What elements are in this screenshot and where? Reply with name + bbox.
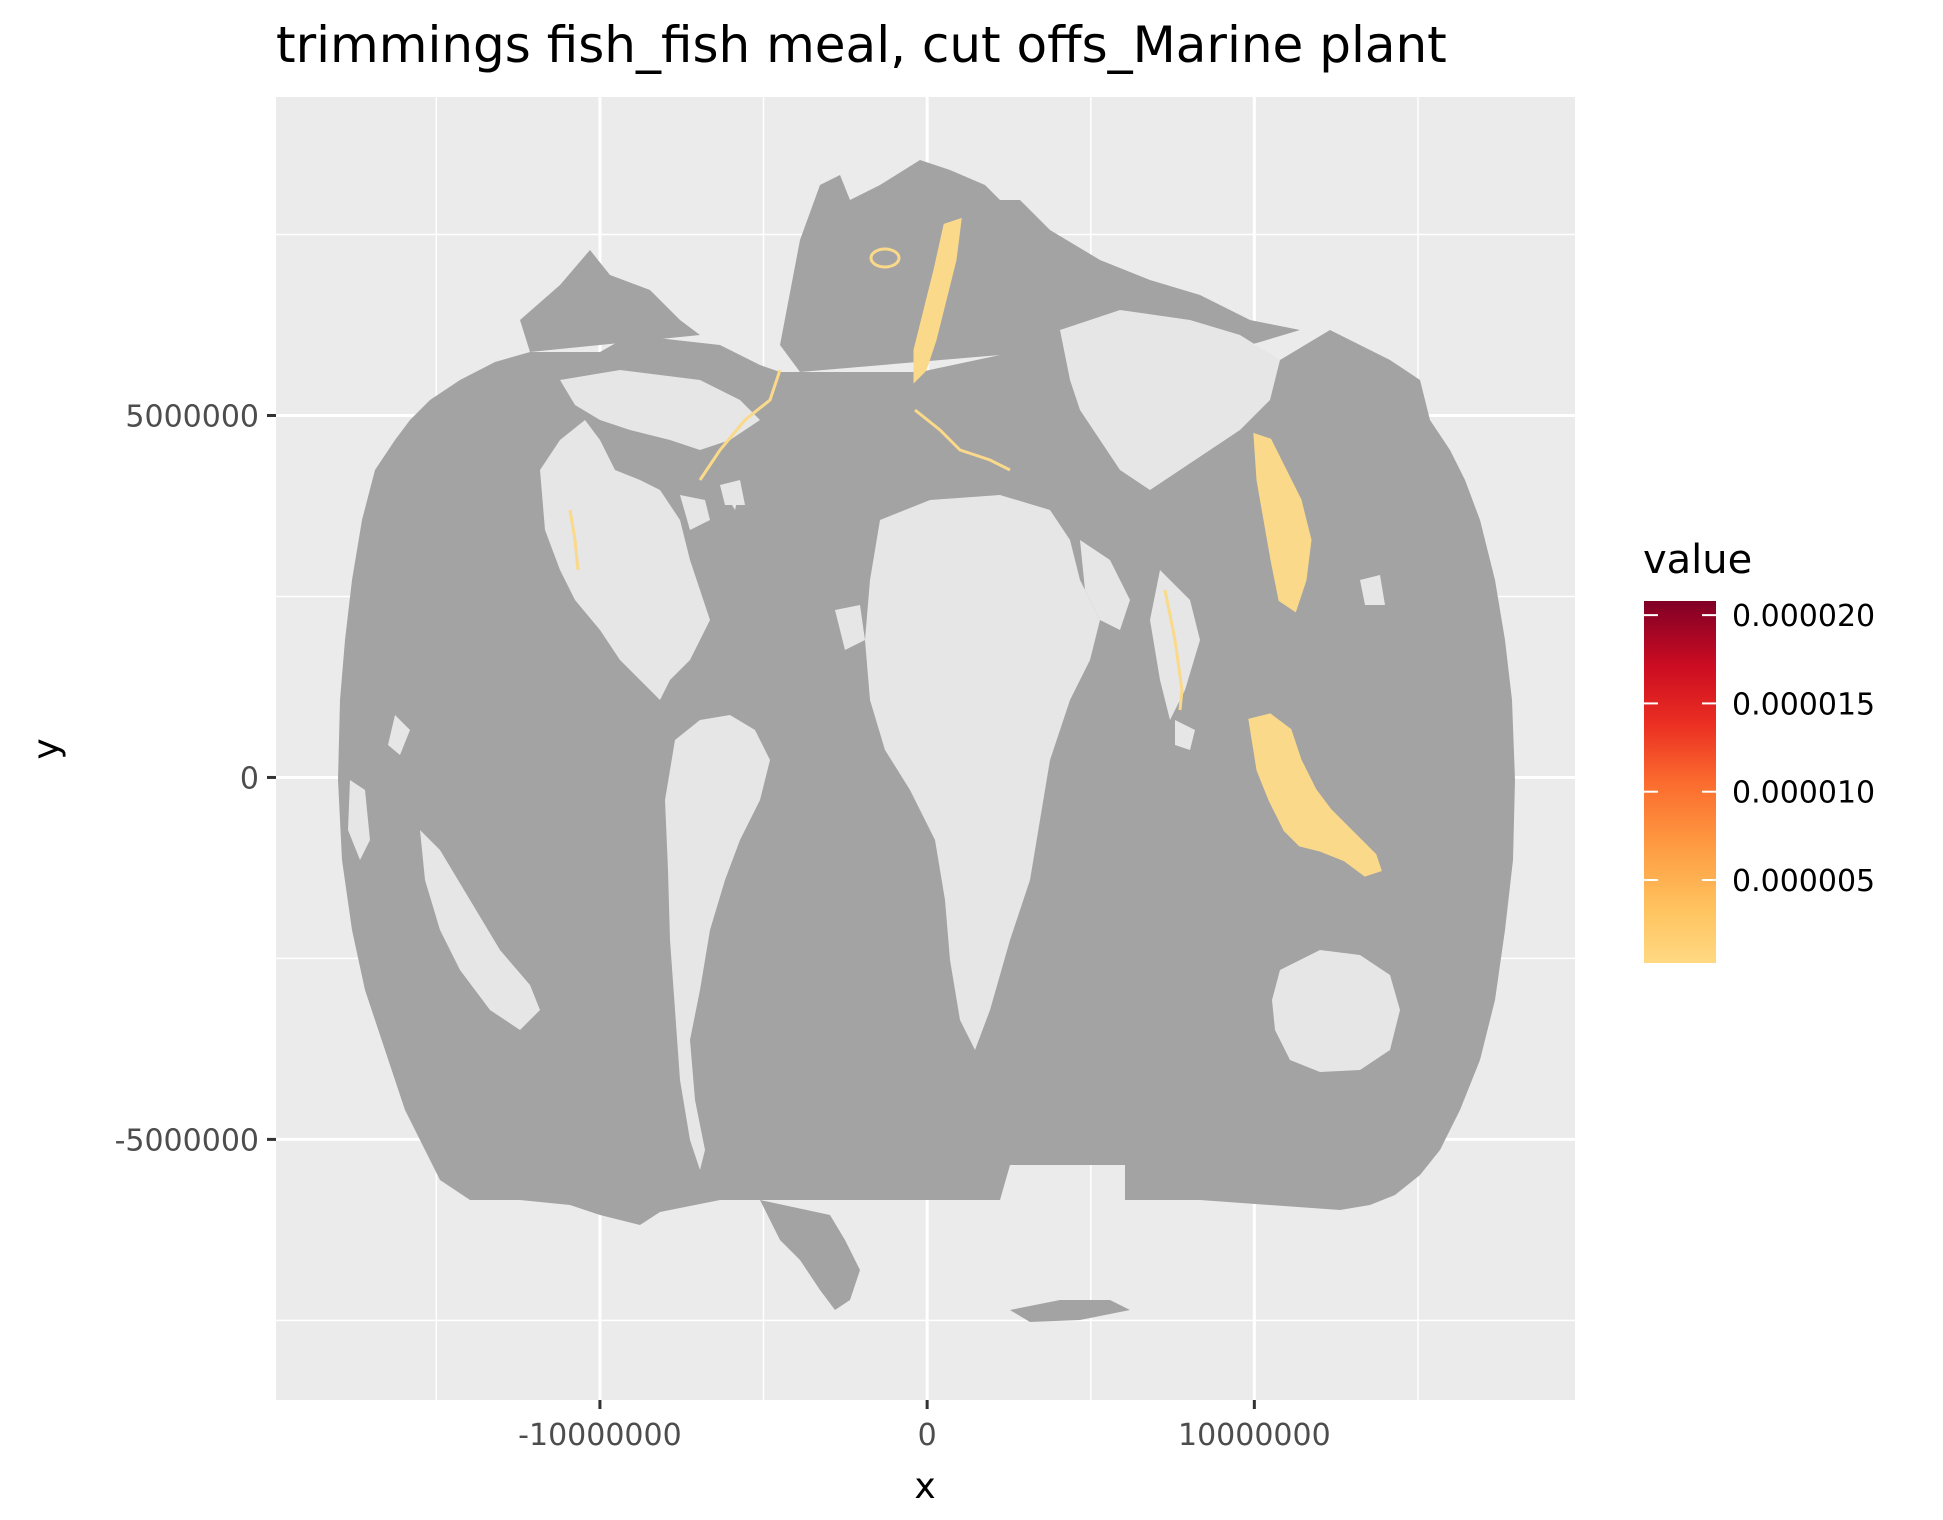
values-east-asia — [1253, 432, 1312, 613]
x-tick-label: 0 — [918, 1418, 937, 1453]
y-tick-label: -5000000 — [115, 1123, 259, 1158]
y-tick-label: 0 — [240, 761, 259, 796]
x-tick-label: -10000000 — [518, 1418, 682, 1453]
y-tick-label: 5000000 — [125, 400, 259, 435]
y-axis-title: y — [26, 738, 67, 759]
chart-title: trimmings fish_fish meal, cut offs_Marin… — [276, 16, 1447, 74]
raster-antarctic-bits — [1010, 1300, 1130, 1322]
values-southeast-asia — [1248, 713, 1382, 877]
legend-ticks: 0.000005 0.000010 0.000015 0.000020 — [1644, 599, 1875, 899]
legend-label: 0.000020 — [1732, 599, 1875, 634]
raster-antarctic-peninsula — [760, 1200, 860, 1310]
x-axis: -10000000 0 10000000 — [518, 1400, 1331, 1453]
values-iceland — [869, 247, 901, 269]
raster-arctic-left — [520, 250, 700, 352]
values-nw-atlantic — [698, 369, 782, 481]
x-tick-label: 10000000 — [1178, 1418, 1331, 1453]
values-india — [1163, 589, 1184, 711]
value-overlay — [568, 217, 1382, 877]
legend-title: value — [1643, 537, 1752, 583]
legend-label: 0.000010 — [1732, 776, 1875, 811]
y-axis: 5000000 0 -5000000 — [115, 400, 276, 1158]
legend-colorbar — [1644, 601, 1716, 963]
values-norway-coast — [913, 217, 962, 384]
map-raster — [338, 160, 1515, 1322]
legend-label: 0.000005 — [1732, 864, 1875, 899]
x-axis-title: x — [914, 1466, 935, 1507]
values-mediterranean — [914, 408, 1011, 472]
legend: value 0.000005 0.000010 0.000015 0.000020 — [1643, 537, 1875, 963]
values-gulf-california — [568, 509, 580, 571]
legend-label: 0.000015 — [1732, 687, 1875, 722]
